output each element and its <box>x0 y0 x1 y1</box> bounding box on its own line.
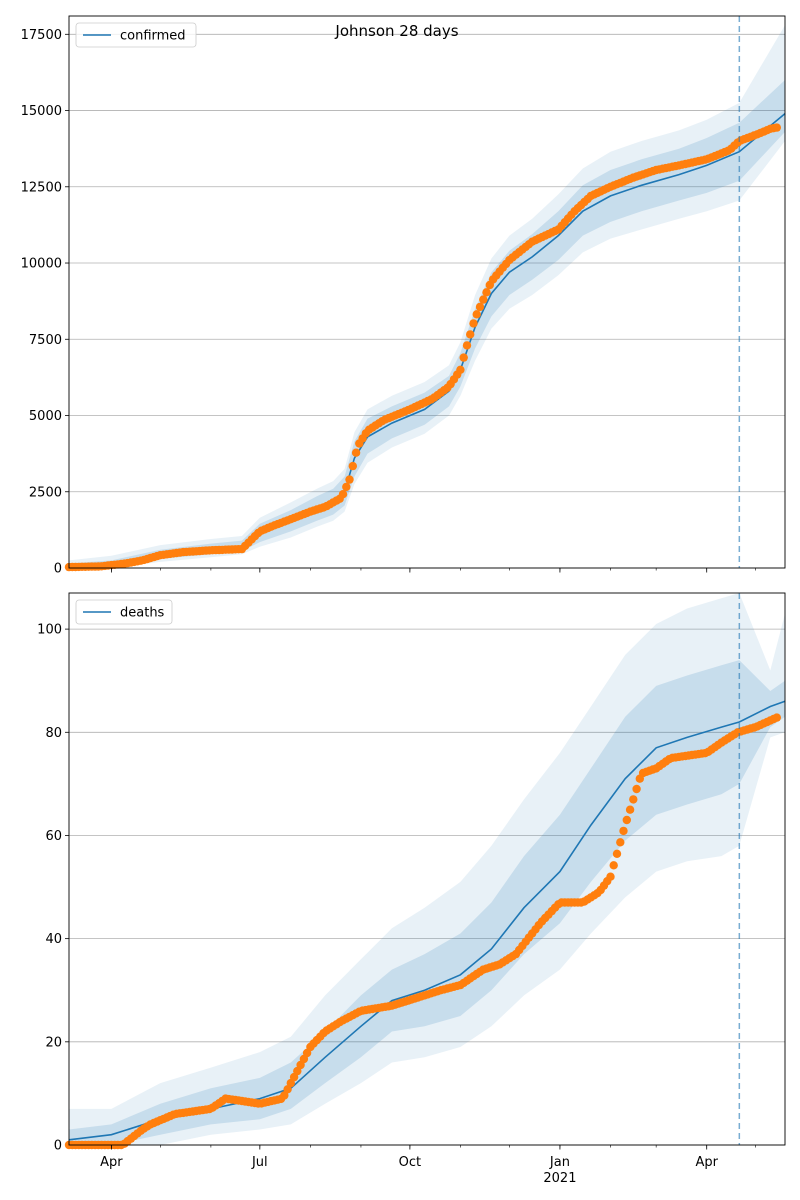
x-tick-label: Apr <box>695 1155 718 1170</box>
observed-point <box>459 353 468 362</box>
observed-point <box>456 365 465 374</box>
y-tick-label: 10000 <box>21 257 62 272</box>
y-tick-label: 40 <box>45 932 62 947</box>
x-year-label: 2021 <box>543 1171 576 1186</box>
y-tick-label: 0 <box>54 562 62 577</box>
x-tick-label: Jan <box>549 1155 570 1170</box>
uncertainty-band <box>69 25 785 569</box>
y-tick-label: 80 <box>45 726 62 741</box>
uncertainty-band <box>69 80 785 568</box>
uncertainty-band <box>69 660 785 1145</box>
y-tick-label: 60 <box>45 829 62 844</box>
observed-point <box>475 302 485 312</box>
observed-point <box>632 784 641 794</box>
plot-frame <box>68 592 786 1146</box>
y-tick-label: 15000 <box>21 104 62 119</box>
x-tick-label: Oct <box>399 1155 421 1170</box>
observed-point <box>351 448 361 457</box>
legend: confirmed <box>75 22 197 48</box>
observed-point <box>280 1091 289 1100</box>
x-tick-label: Apr <box>100 1155 123 1170</box>
observed-point <box>466 330 475 339</box>
y-tick-label: 20 <box>45 1035 62 1050</box>
observed-point <box>625 805 635 814</box>
observed-point <box>629 795 638 804</box>
plot-frame <box>68 15 786 569</box>
observed-point <box>772 123 781 132</box>
observed-point <box>609 861 618 870</box>
observed-point <box>606 872 615 881</box>
observed-point <box>619 826 628 836</box>
observed-point <box>345 475 354 484</box>
y-tick-label: 17500 <box>21 28 62 43</box>
observed-point <box>283 1085 292 1094</box>
y-tick-label: 7500 <box>29 333 62 348</box>
y-tick-label: 5000 <box>29 409 62 424</box>
y-tick-label: 0 <box>54 1139 62 1154</box>
observed-point <box>462 341 472 350</box>
observed-point <box>622 815 631 825</box>
observed-point <box>479 295 488 304</box>
observed-point <box>772 713 781 722</box>
observed-point <box>612 849 622 858</box>
x-tick-label: Jul <box>251 1155 268 1170</box>
observed-point <box>469 319 478 328</box>
observed-point <box>616 838 625 847</box>
y-tick-label: 12500 <box>21 180 62 195</box>
legend-box <box>75 22 197 48</box>
observed-point <box>342 482 351 492</box>
y-tick-label: 2500 <box>29 485 62 500</box>
confirmed-panel: 0 2500 5000 7500 10000 12500 15000 17500 confirm… <box>21 15 786 577</box>
legend-label: deaths <box>120 606 165 621</box>
observed-point <box>338 490 348 499</box>
legend-box <box>75 599 173 625</box>
deaths-panel: 0 20 40 60 80 100 deaths <box>37 592 786 1154</box>
uncertainty-band <box>69 593 785 1145</box>
observed-point <box>482 288 491 297</box>
legend: deaths <box>75 599 173 625</box>
y-tick-label: 100 <box>37 623 62 638</box>
legend-label: confirmed <box>120 29 186 44</box>
figure-title: Johnson 28 days <box>334 22 458 40</box>
observed-point <box>472 310 481 319</box>
observed-point <box>348 461 357 471</box>
